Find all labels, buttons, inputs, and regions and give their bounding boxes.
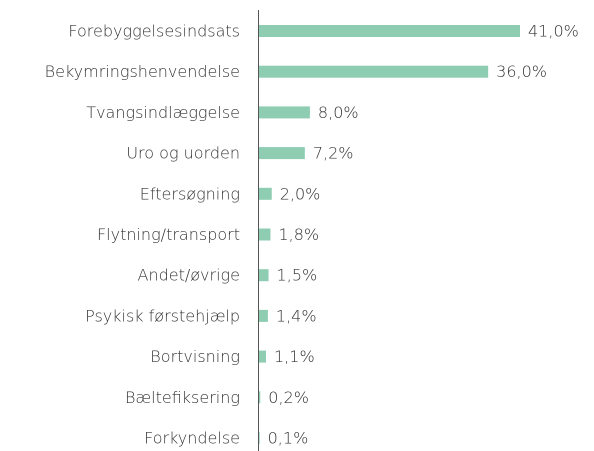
bar <box>259 309 268 322</box>
value-label: 0,2% <box>268 388 309 407</box>
category-label: Psykisk førstehjælp <box>85 306 240 325</box>
category-label: Flytning/transport <box>97 225 240 244</box>
category-label: Andet/øvrige <box>138 266 240 285</box>
value-label: 1,5% <box>277 266 318 285</box>
bar <box>259 25 520 37</box>
category-label: Forkyndelse <box>144 429 240 448</box>
bar <box>259 187 272 200</box>
value-label: 1,1% <box>274 347 315 366</box>
value-label: 8,0% <box>318 103 359 122</box>
category-label: Bortvisning <box>150 347 240 366</box>
bar <box>259 106 310 119</box>
value-label: 41,0% <box>528 22 579 41</box>
value-label: 0,1% <box>268 429 309 448</box>
value-label: 36,0% <box>496 62 547 81</box>
category-label: Bæltefiksering <box>125 388 240 407</box>
bar <box>259 65 489 78</box>
bar <box>259 147 305 160</box>
category-label: Uro og uorden <box>126 144 240 163</box>
bar <box>259 391 261 404</box>
value-label: 1,8% <box>278 225 319 244</box>
value-label: 1,4% <box>276 306 317 325</box>
category-label: Tvangsindlæggelse <box>86 103 240 122</box>
value-label: 7,2% <box>313 144 354 163</box>
category-label: Bekymringshenvendelse <box>45 62 240 81</box>
bar <box>259 269 269 282</box>
bar <box>259 350 267 363</box>
value-label: 2,0% <box>280 184 321 203</box>
bar <box>259 228 271 241</box>
bar <box>259 432 260 444</box>
category-label: Forebyggelsesindsats <box>68 22 240 41</box>
category-label: Eftersøgning <box>140 184 240 203</box>
